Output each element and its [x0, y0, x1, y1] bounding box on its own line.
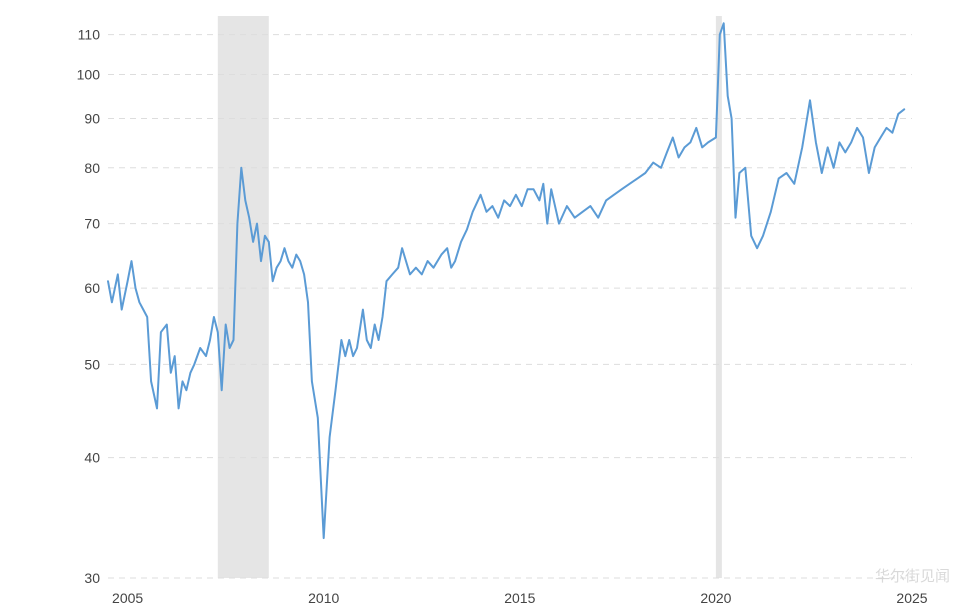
y-tick-label: 70 — [84, 216, 100, 232]
series-layer — [107, 22, 906, 540]
x-tick-label: 2005 — [112, 590, 143, 606]
x-tick-label: 2020 — [700, 590, 731, 606]
grid-lines — [108, 34, 912, 579]
watermark-logo: 华尔街见闻 — [874, 567, 950, 585]
x-tick-label: 2010 — [308, 590, 339, 606]
y-tick-label: 110 — [78, 27, 101, 43]
recession-shading — [217, 16, 722, 578]
y-tick-label: 30 — [84, 570, 100, 586]
y-axis-ticks: 30 40 50 60 70 80 90 100 110 — [77, 27, 101, 586]
recession-band-0 — [217, 16, 269, 578]
x-tick-label: 2025 — [896, 590, 927, 606]
y-tick-label: 50 — [84, 356, 100, 372]
y-tick-label: 40 — [84, 450, 100, 466]
y-tick-label: 80 — [84, 160, 100, 176]
x-tick-label: 2015 — [504, 590, 535, 606]
recession-band-1 — [715, 16, 722, 578]
y-tick-label: 100 — [77, 66, 101, 82]
x-axis-ticks: 2005 2010 2015 2020 2025 — [112, 590, 928, 606]
y-tick-label: 60 — [84, 280, 100, 296]
series-line-0 — [107, 22, 906, 540]
y-tick-label: 90 — [84, 111, 100, 127]
